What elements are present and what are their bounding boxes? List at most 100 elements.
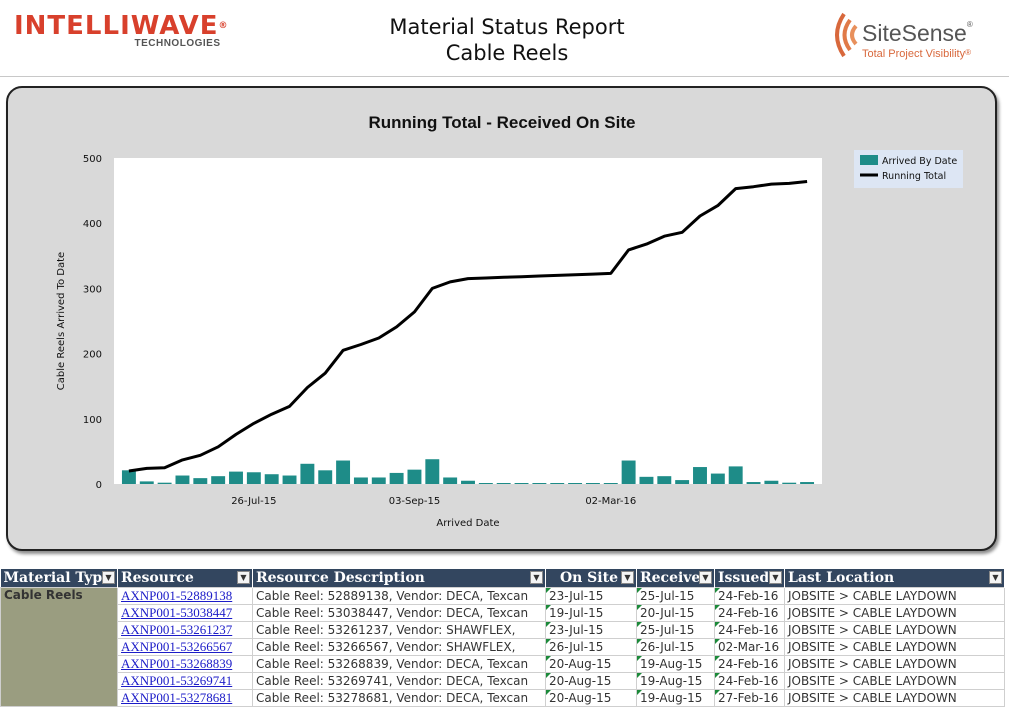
x-tick-label: 02-Mar-16 [585,496,636,507]
arrived-bar [389,472,404,484]
issued-cell[interactable]: 24-Feb-16 [714,604,785,622]
y-tick-label: 300 [83,284,102,295]
location-cell[interactable]: JOBSITE > CABLE LAYDOWN [784,689,1005,707]
description-cell[interactable]: Cable Reel: 53266567, Vendor: SHAWFLEX, [252,638,546,656]
description-cell[interactable]: Cable Reel: 53038447, Vendor: DECA, Texc… [252,604,546,622]
arrived-bar [264,474,279,484]
location-cell[interactable]: JOBSITE > CABLE LAYDOWN [784,587,1005,605]
resource-link[interactable]: AXNP001-53266567 [121,639,233,655]
resource-link[interactable]: AXNP001-53038447 [121,605,233,621]
location-cell[interactable]: JOBSITE > CABLE LAYDOWN [784,672,1005,690]
resource-link[interactable]: AXNP001-53268839 [121,656,233,672]
resource-link[interactable]: AXNP001-53278681 [121,690,233,706]
issued-cell[interactable]: 02-Mar-16 [714,638,785,656]
sitesense-tagline-mark: ® [965,48,972,57]
issued-cell[interactable]: 24-Feb-16 [714,621,785,639]
on-site-cell[interactable]: 20-Aug-15 [545,672,637,690]
issued-cell[interactable]: 24-Feb-16 [714,587,785,605]
arrived-bar [621,460,636,484]
legend-bar-label: Arrived By Date [882,156,957,167]
arrived-bar [693,467,707,484]
intelliwave-logo-text: INTELLIWAVE [14,11,219,41]
arrived-bar [782,482,797,484]
description-cell[interactable]: Cable Reel: 53278681, Vendor: DECA, Texc… [252,689,546,707]
column-header-label: Resource [121,570,194,586]
filter-dropdown-icon[interactable]: ▼ [237,571,250,584]
received-cell[interactable]: 25-Jul-15 [636,587,715,605]
on-site-cell[interactable]: 20-Aug-15 [545,655,637,673]
filter-dropdown-icon[interactable]: ▼ [699,571,712,584]
issued-cell[interactable]: 27-Feb-16 [714,689,785,707]
column-header-last-location[interactable]: Last Location ▼ [784,569,1005,588]
resource-link[interactable]: AXNP001-52889138 [121,588,233,604]
y-tick-label: 200 [83,350,102,361]
table-row: Cable Reels AXNP001-52889138 Cable Reel: 5… [0,587,1005,707]
on-site-cell[interactable]: 19-Jul-15 [545,604,637,622]
resource-link[interactable]: AXNP001-53261237 [121,622,233,638]
arrived-bar [461,480,475,484]
resource-cell: AXNP001-53269741 [117,672,253,690]
column-header-label: Material Type [3,570,102,586]
location-cell[interactable]: JOBSITE > CABLE LAYDOWN [784,655,1005,673]
arrived-bar [139,481,154,484]
resource-cell: AXNP001-53278681 [117,689,253,707]
column-header-label: On Site [559,570,618,586]
arrived-bar [282,475,297,484]
column-header-label: Received [640,570,700,586]
description-cell[interactable]: Cable Reel: 53261237, Vendor: SHAWFLEX, [252,621,546,639]
arrived-bar [728,466,743,484]
table-row: AXNP001-53038447 Cable Reel: 53038447, Ve… [1,604,1005,622]
received-cell[interactable]: 25-Jul-15 [636,621,715,639]
received-cell[interactable]: 19-Aug-15 [636,672,715,690]
filter-dropdown-icon[interactable]: ▼ [989,571,1002,584]
on-site-cell[interactable]: 20-Aug-15 [545,689,637,707]
received-cell[interactable]: 19-Aug-15 [636,655,715,673]
running-total-line [128,180,808,473]
filter-dropdown-icon[interactable]: ▼ [769,571,782,584]
location-cell[interactable]: JOBSITE > CABLE LAYDOWN [784,638,1005,656]
on-site-cell[interactable]: 26-Jul-15 [545,638,637,656]
arrived-bar [300,463,315,484]
issued-cell[interactable]: 24-Feb-16 [714,672,785,690]
table-row: AXNP001-53261237 Cable Reel: 53261237, Ve… [1,621,1005,639]
column-header-issued[interactable]: Issued ▼ [714,569,785,588]
chart-panel: Running Total - Received On Site 0 100 200… [6,86,997,551]
arrived-bar [407,469,422,484]
arrived-bar [318,470,333,484]
arrived-bar [211,476,226,484]
arrived-bar [764,480,779,484]
column-header-received[interactable]: Received▼ [636,569,715,588]
received-cell[interactable]: 20-Jul-15 [636,604,715,622]
resource-link[interactable]: AXNP001-53269741 [121,673,233,689]
arrived-bar [746,482,761,484]
column-header-material-type[interactable]: Material Type ▼ [0,569,118,588]
x-axis-label: Arrived Date [436,518,499,529]
column-header-resource-description[interactable]: Resource Description ▼ [252,569,546,588]
filter-dropdown-icon[interactable]: ▼ [102,571,115,584]
arrived-bar [229,471,243,484]
filter-dropdown-icon[interactable]: ▼ [530,571,543,584]
filter-dropdown-icon[interactable]: ▼ [621,571,634,584]
y-axis-label: Cable Reels Arrived To Date [56,252,67,390]
chart-legend: Arrived By Date Running Total [854,150,963,188]
column-header-on-site[interactable]: On Site ▼ [545,569,637,588]
y-tick-label: 500 [83,154,102,165]
location-cell[interactable]: JOBSITE > CABLE LAYDOWN [784,604,1005,622]
description-cell[interactable]: Cable Reel: 53269741, Vendor: DECA, Texc… [252,672,546,690]
table-row: AXNP001-53269741 Cable Reel: 53269741, Ve… [1,672,1005,690]
resource-table: Material Type ▼ Resource ▼ Resource Descript… [0,569,1005,707]
received-cell[interactable]: 26-Jul-15 [636,638,715,656]
on-site-cell[interactable]: 23-Jul-15 [545,587,637,605]
location-cell[interactable]: JOBSITE > CABLE LAYDOWN [784,621,1005,639]
column-header-resource[interactable]: Resource ▼ [117,569,253,588]
received-cell[interactable]: 19-Aug-15 [636,689,715,707]
description-cell[interactable]: Cable Reel: 53268839, Vendor: DECA, Texc… [252,655,546,673]
arrived-bar [478,483,493,484]
on-site-cell[interactable]: 23-Jul-15 [545,621,637,639]
issued-cell[interactable]: 24-Feb-16 [714,655,785,673]
description-cell[interactable]: Cable Reel: 52889138, Vendor: DECA, Texc… [252,587,546,605]
sitesense-logo: SiteSense® Total Project Visibility® [826,8,996,68]
arrived-bar [550,483,565,484]
x-tick-label: 03-Sep-15 [389,496,441,507]
y-tick-label: 100 [83,415,102,426]
